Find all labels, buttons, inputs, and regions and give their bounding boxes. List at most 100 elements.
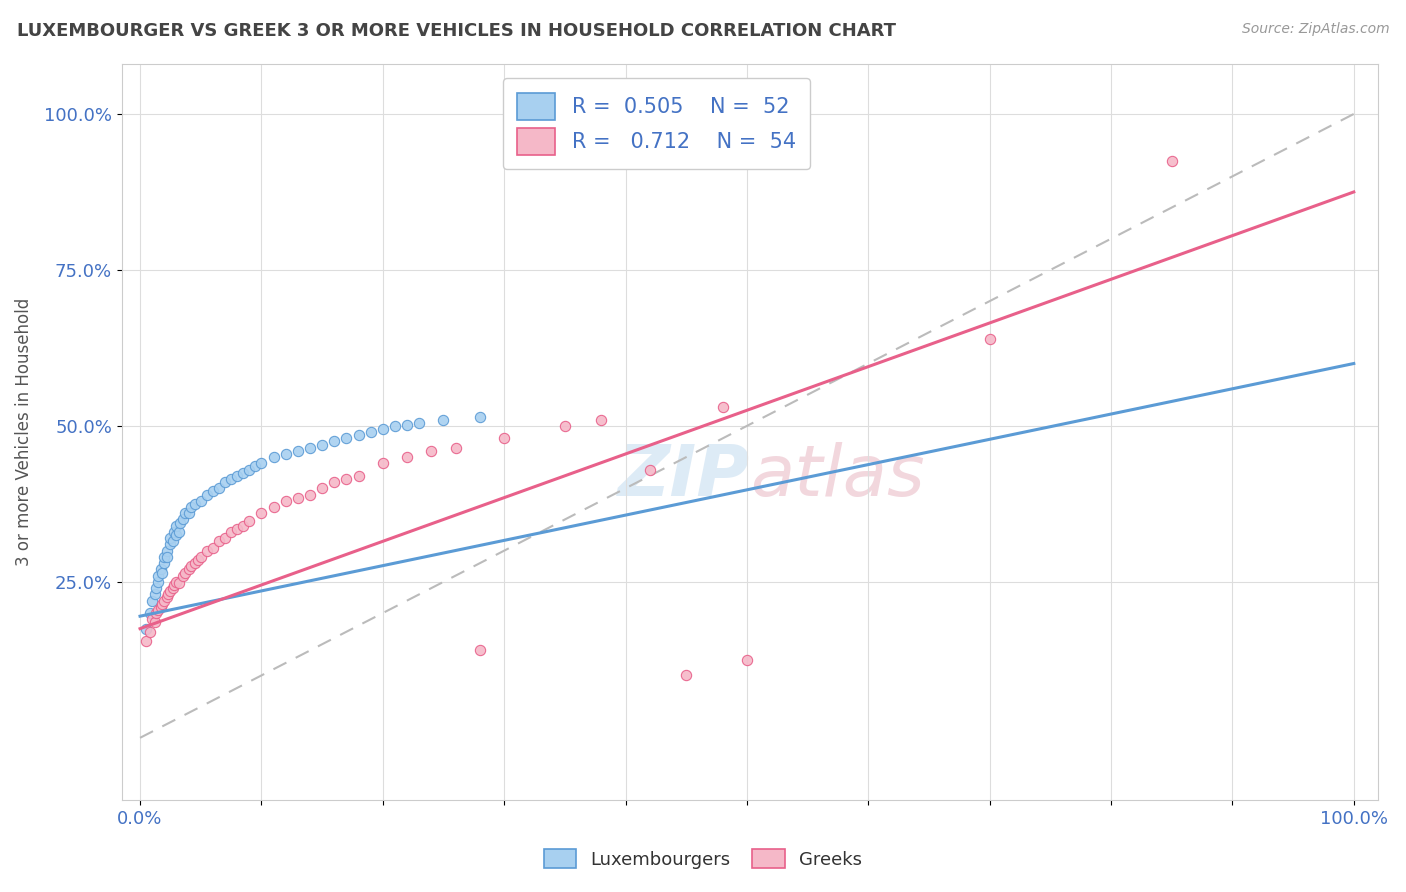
Point [195,543,218,558]
Point [554,418,576,433]
Point [323,475,346,489]
Point [183,556,205,570]
Point [311,481,333,495]
Point [177,562,200,576]
Point [298,441,321,455]
Point [245,459,267,474]
Point [274,447,297,461]
Point [711,400,734,414]
Text: atlas: atlas [749,442,925,511]
Point [232,466,254,480]
Point [311,437,333,451]
Point [167,524,190,539]
Point [675,668,697,682]
Point [149,599,172,614]
Point [135,622,157,636]
Point [979,332,1001,346]
Point [250,506,273,520]
Point [195,487,218,501]
Point [494,431,516,445]
Point [139,606,162,620]
Point [143,587,166,601]
Point [371,422,394,436]
Point [214,531,236,545]
Point [183,497,205,511]
Point [169,516,191,530]
Point [468,643,491,657]
Point [148,603,170,617]
Point [396,450,419,464]
Point [190,493,212,508]
Point [143,615,166,630]
Point [174,566,197,580]
Point [274,493,297,508]
Point [141,593,163,607]
Text: Source: ZipAtlas.com: Source: ZipAtlas.com [1241,22,1389,37]
Point [201,541,224,555]
Point [408,416,430,430]
Point [238,514,260,528]
Point [148,568,170,582]
Point [384,418,406,433]
Point [145,581,167,595]
Point [444,441,467,455]
Point [735,653,758,667]
Text: ZIP: ZIP [617,442,749,511]
Point [149,562,172,576]
Point [232,518,254,533]
Point [141,612,163,626]
Point [162,534,184,549]
Point [163,578,186,592]
Point [323,434,346,449]
Point [187,553,209,567]
Point [396,417,419,432]
Y-axis label: 3 or more Vehicles in Household: 3 or more Vehicles in Household [15,298,32,566]
Point [638,462,661,476]
Point [148,574,170,589]
Point [432,412,454,426]
Point [156,543,179,558]
Point [591,412,613,426]
Point [135,634,157,648]
Point [208,534,231,549]
Point [238,462,260,476]
Point [145,606,167,620]
Point [287,443,309,458]
Point [165,518,187,533]
Point [347,428,370,442]
Point [153,593,176,607]
Point [190,549,212,564]
Point [201,484,224,499]
Point [263,450,285,464]
Point [165,574,187,589]
Point [208,481,231,495]
Point [165,528,187,542]
Point [159,531,181,545]
Point [174,506,197,520]
Point [172,512,194,526]
Point [335,472,357,486]
Point [335,431,357,445]
Point [214,475,236,489]
Point [163,524,186,539]
Point [177,506,200,520]
Point [219,472,242,486]
Point [180,559,202,574]
Point [156,591,179,605]
Point [153,549,176,564]
Point [250,456,273,470]
Legend: Luxembourgers, Greeks: Luxembourgers, Greeks [537,842,869,876]
Point [263,500,285,514]
Point [172,568,194,582]
Point [159,537,181,551]
Point [287,491,309,505]
Point [420,443,443,458]
Point [468,409,491,424]
Point [150,566,173,580]
Point [156,549,179,564]
Point [139,624,162,639]
Point [1160,153,1182,168]
Point [298,487,321,501]
Point [180,500,202,514]
Point [226,468,249,483]
